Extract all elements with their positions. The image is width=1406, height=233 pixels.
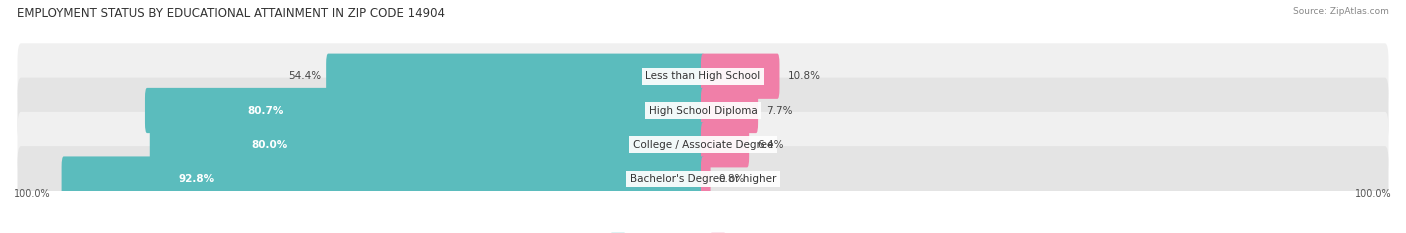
FancyBboxPatch shape — [145, 88, 704, 133]
Text: 54.4%: 54.4% — [288, 71, 322, 81]
Text: Source: ZipAtlas.com: Source: ZipAtlas.com — [1294, 7, 1389, 16]
FancyBboxPatch shape — [326, 54, 704, 99]
Text: 0.8%: 0.8% — [718, 174, 745, 184]
FancyBboxPatch shape — [150, 122, 704, 167]
FancyBboxPatch shape — [702, 54, 779, 99]
FancyBboxPatch shape — [17, 43, 1389, 109]
FancyBboxPatch shape — [702, 122, 749, 167]
FancyBboxPatch shape — [17, 146, 1389, 212]
Text: Less than High School: Less than High School — [645, 71, 761, 81]
Text: 100.0%: 100.0% — [14, 189, 51, 199]
Text: 7.7%: 7.7% — [766, 106, 793, 116]
Text: College / Associate Degree: College / Associate Degree — [633, 140, 773, 150]
Text: EMPLOYMENT STATUS BY EDUCATIONAL ATTAINMENT IN ZIP CODE 14904: EMPLOYMENT STATUS BY EDUCATIONAL ATTAINM… — [17, 7, 444, 20]
Text: Bachelor's Degree or higher: Bachelor's Degree or higher — [630, 174, 776, 184]
FancyBboxPatch shape — [702, 88, 758, 133]
FancyBboxPatch shape — [62, 156, 704, 202]
Text: 80.7%: 80.7% — [247, 106, 284, 116]
Text: 6.4%: 6.4% — [758, 140, 785, 150]
FancyBboxPatch shape — [17, 78, 1389, 143]
FancyBboxPatch shape — [17, 112, 1389, 178]
Text: 92.8%: 92.8% — [179, 174, 215, 184]
Text: 80.0%: 80.0% — [252, 140, 287, 150]
Text: 10.8%: 10.8% — [787, 71, 821, 81]
Text: 100.0%: 100.0% — [1355, 189, 1392, 199]
Text: High School Diploma: High School Diploma — [648, 106, 758, 116]
FancyBboxPatch shape — [702, 156, 710, 202]
